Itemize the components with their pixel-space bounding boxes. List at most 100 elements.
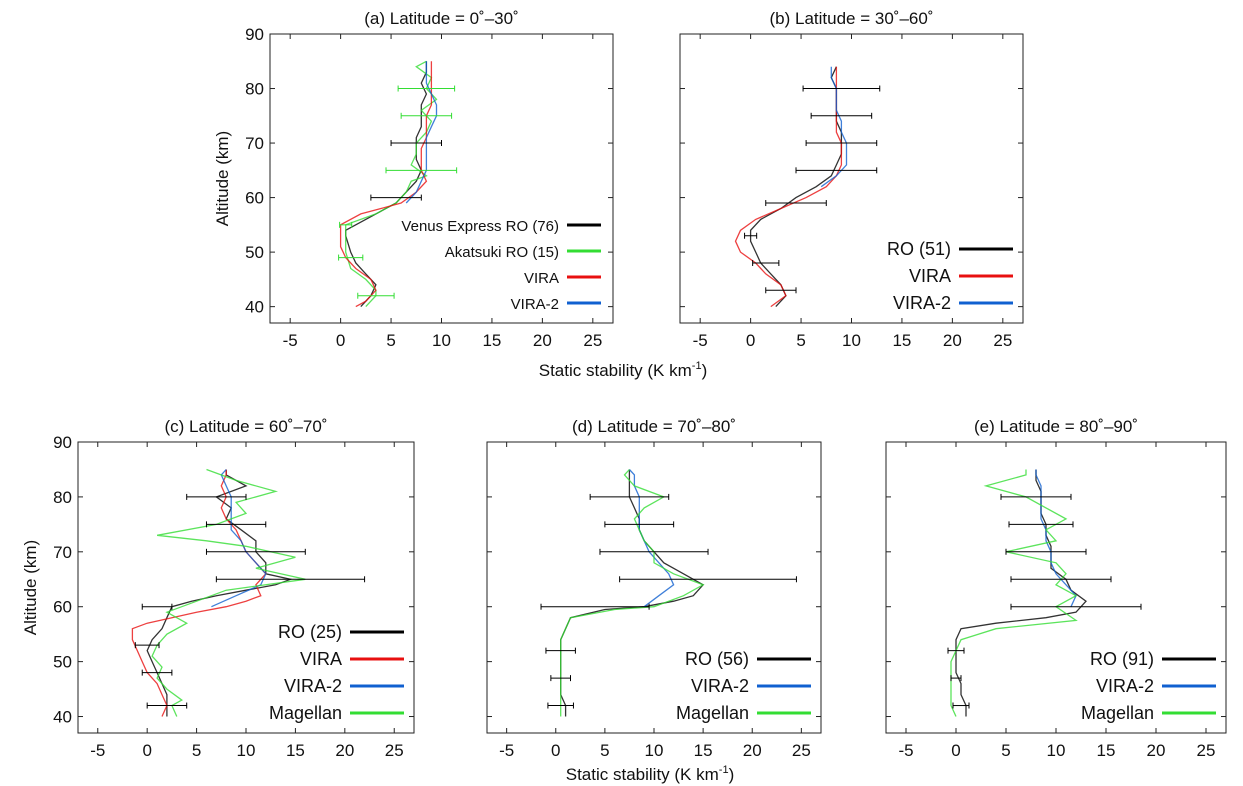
x-tick-label: 0 <box>951 741 960 760</box>
x-tick-label: 15 <box>892 331 911 350</box>
chart-panel: (c) Latitude = 60˚–70˚ -5 0 5 10 15 20 25 40 50 60… <box>21 417 415 760</box>
error-bar <box>795 167 878 174</box>
series-line <box>151 468 306 717</box>
error-bar <box>186 493 247 500</box>
legend-label: RO (91) <box>1090 649 1154 669</box>
error-bar <box>550 675 571 682</box>
error-bar <box>805 140 878 147</box>
y-tick-label: 80 <box>53 488 72 507</box>
series-line <box>131 469 267 717</box>
x-tick-label: 10 <box>1047 741 1066 760</box>
legend-entry: VIRA <box>524 270 601 287</box>
legend-label: VIRA-2 <box>511 296 559 313</box>
chart-panels: (a) Latitude = 0˚–30˚-5 0 5 10 15 20 254050607… <box>21 9 1227 760</box>
x-tick-label: 5 <box>796 331 805 350</box>
error-bar <box>357 292 395 299</box>
legend-label: Akatsuki RO (15) <box>445 244 559 261</box>
x-tick-label: 5 <box>192 741 201 760</box>
error-bar <box>547 702 574 709</box>
x-tick-label: 10 <box>645 741 664 760</box>
x-tick-label: 10 <box>237 741 256 760</box>
legend-label: Venus Express RO (76) <box>401 218 559 235</box>
error-bar <box>141 669 173 676</box>
legend-label: VIRA <box>524 270 559 287</box>
y-axis-label: Altitude (km) <box>213 131 232 226</box>
x-tick-label: 5 <box>386 331 395 350</box>
x-tick-label: 20 <box>533 331 552 350</box>
series-line <box>820 66 848 188</box>
x-tick-label: -5 <box>499 741 514 760</box>
x-tick-label: 0 <box>551 741 560 760</box>
legend-entry: VIRA <box>300 649 404 669</box>
legend-entry: VIRA-2 <box>1096 676 1216 696</box>
error-bar <box>619 576 797 583</box>
error-bar <box>390 140 442 147</box>
error-bar <box>141 603 173 610</box>
error-bar <box>604 521 675 528</box>
series-line <box>560 469 705 717</box>
x-tick-label: -5 <box>90 741 105 760</box>
y-tick-label: 70 <box>53 543 72 562</box>
error-bar <box>744 232 758 239</box>
y-axis-label: Altitude (km) <box>21 540 40 635</box>
shared-xlabel-bottom: Static stability (K km-1) <box>566 764 735 784</box>
x-tick-label: -5 <box>283 331 298 350</box>
series-line <box>345 61 428 308</box>
legend-entry: RO (56) <box>685 649 811 669</box>
x-tick-label: 25 <box>993 331 1012 350</box>
legend-entry: RO (25) <box>278 622 404 642</box>
legend-entry: VIRA-2 <box>284 676 404 696</box>
legend-entry: Magellan <box>269 703 404 723</box>
series-line <box>628 469 675 608</box>
legend-entry: Magellan <box>676 703 811 723</box>
y-tick-label: 50 <box>53 653 72 672</box>
error-bar <box>802 85 881 92</box>
series-line <box>950 469 1078 717</box>
y-tick-label: 70 <box>245 134 264 153</box>
x-tick-label: 15 <box>482 331 501 350</box>
plot-frame <box>269 33 614 324</box>
x-tick-label: 25 <box>385 741 404 760</box>
error-bar <box>134 642 160 649</box>
x-tick-label: 15 <box>694 741 713 760</box>
series-line <box>560 469 705 717</box>
error-bar <box>1008 521 1074 528</box>
error-bar <box>1005 548 1087 555</box>
y-tick-label: 90 <box>245 25 264 44</box>
legend-label: RO (51) <box>887 239 951 259</box>
legend-entry: RO (51) <box>887 239 1013 259</box>
error-bar <box>950 675 962 682</box>
y-tick-label: 40 <box>53 708 72 727</box>
error-bar <box>1010 603 1142 610</box>
plot-frame <box>486 441 822 734</box>
plot-frame <box>679 33 1024 324</box>
x-tick-label: 5 <box>1001 741 1010 760</box>
series-line <box>955 469 1087 717</box>
legend-entry: VIRA-2 <box>511 296 601 313</box>
series-line <box>405 61 438 204</box>
y-tick-label: 50 <box>245 243 264 262</box>
error-bar <box>339 221 353 228</box>
panel-title: (d) Latitude = 70˚–80˚ <box>572 417 736 436</box>
error-bar <box>765 287 797 294</box>
x-tick-label: -5 <box>898 741 913 760</box>
series-line <box>146 469 293 717</box>
x-tick-label: -5 <box>693 331 708 350</box>
legend-label: VIRA <box>300 649 342 669</box>
x-tick-label: 0 <box>746 331 755 350</box>
error-bar <box>385 167 458 174</box>
y-tick-label: 90 <box>53 433 72 452</box>
chart-panel: (b) Latitude = 30˚–60˚ -5 0 5 10 15 20 25 RO (51… <box>679 9 1024 350</box>
series-line <box>345 60 438 308</box>
error-bar <box>1000 493 1072 500</box>
y-tick-label: 60 <box>245 189 264 208</box>
y-tick-label: 40 <box>245 298 264 317</box>
x-tick-label: 10 <box>842 331 861 350</box>
error-bar <box>589 493 670 500</box>
legend-label: RO (25) <box>278 622 342 642</box>
legend-label: Magellan <box>1081 703 1154 723</box>
legend-label: Magellan <box>676 703 749 723</box>
series-line <box>1035 469 1077 607</box>
legend-label: Magellan <box>269 703 342 723</box>
x-tick-label: 20 <box>1147 741 1166 760</box>
